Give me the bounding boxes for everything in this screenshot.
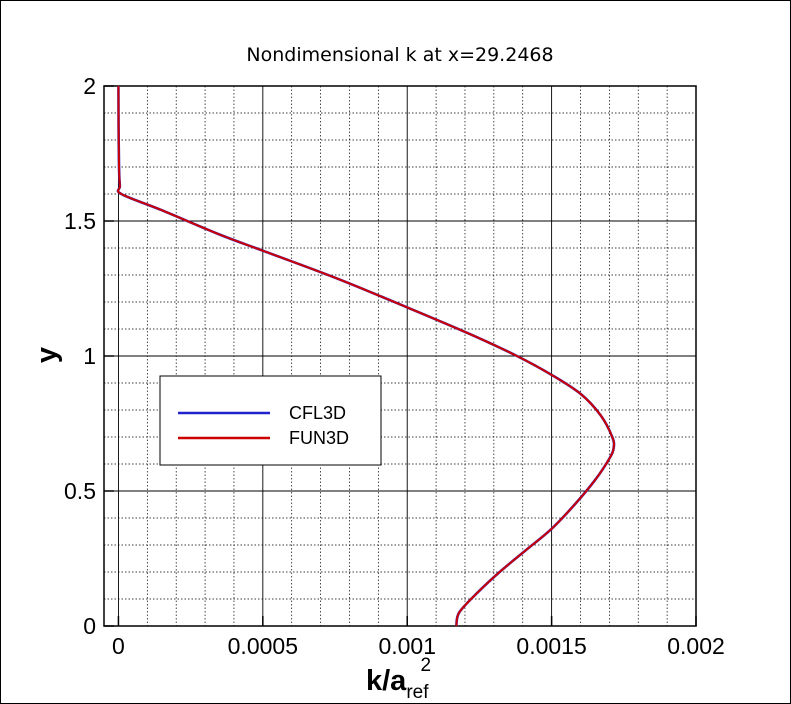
- tick-labels: 0 0.0005 0.001 0.0015 0.002 0 0.5 1 1.5 2: [64, 73, 725, 659]
- series-lines: [116, 85, 616, 627]
- x-tick-label: 0.001: [378, 633, 436, 659]
- legend-label-cfl3d: CFL3D: [289, 403, 346, 423]
- x-axis-label-main: k/a: [366, 665, 407, 697]
- x-tick-label: 0.0005: [228, 633, 298, 659]
- legend-box: [159, 375, 382, 466]
- x-tick-label: 0.002: [667, 633, 725, 659]
- chart-title: Nondimensional k at x=29.2468: [246, 44, 553, 66]
- y-tick-label: 1: [83, 343, 96, 369]
- x-tick-label: 0.0015: [516, 633, 586, 659]
- y-tick-label: 0: [83, 613, 96, 639]
- y-tick-label: 2: [83, 73, 96, 99]
- y-tick-label: 1.5: [64, 208, 96, 234]
- x-axis-label: k/aref 2: [366, 655, 431, 703]
- y-tick-label: 0.5: [64, 478, 96, 504]
- x-tick-label: 0: [112, 633, 125, 659]
- y-axis-label: y: [31, 347, 63, 363]
- legend-label-fun3d: FUN3D: [289, 428, 349, 448]
- axis-ticks: [104, 85, 697, 627]
- x-axis-label-sub: ref: [406, 682, 429, 703]
- legend: CFL3D FUN3D: [159, 375, 382, 466]
- x-axis-label-sup: 2: [421, 655, 432, 676]
- series-line-fun3d: [116, 85, 616, 627]
